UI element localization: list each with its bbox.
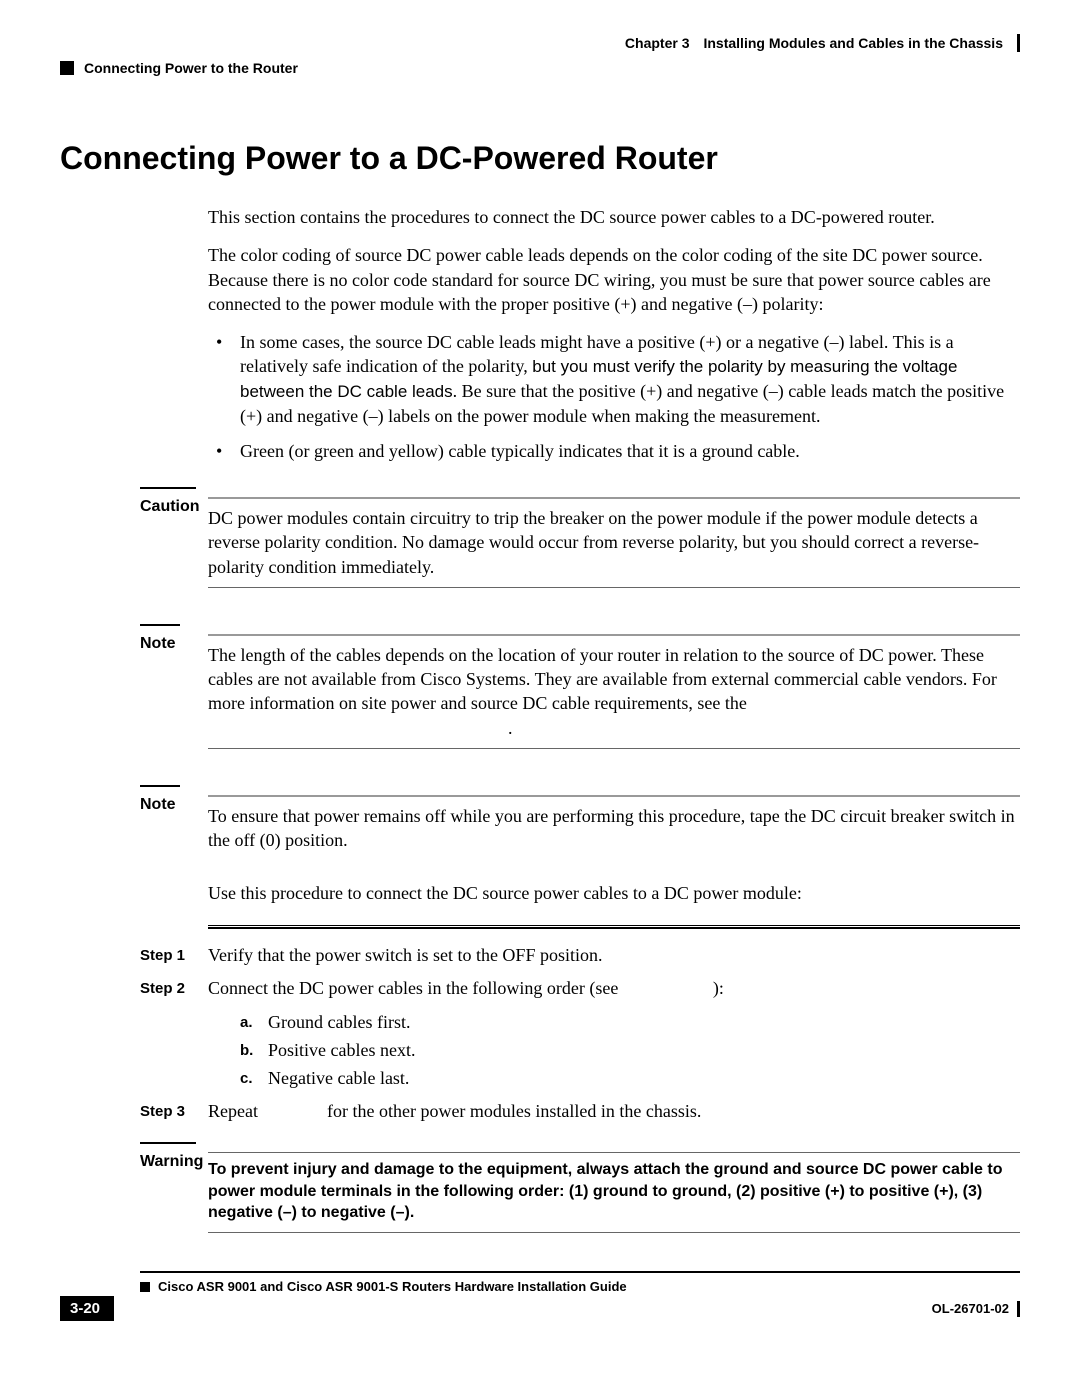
running-head-text: Connecting Power to the Router xyxy=(84,60,298,76)
warning-label: Warning xyxy=(140,1152,208,1171)
note1-label: Note xyxy=(140,634,208,653)
note2-text: To ensure that power remains off while y… xyxy=(208,804,1020,853)
footer-bar-icon xyxy=(1017,1301,1020,1317)
step-2-text: Connect the DC power cables in the follo… xyxy=(208,976,1020,1001)
document-id: OL-26701-02 xyxy=(932,1301,1020,1317)
intro-paragraph-2: The color coding of source DC power cabl… xyxy=(208,243,1020,316)
sub-item-b: b.Positive cables next. xyxy=(240,1037,1020,1065)
step-2-label: Step 2 xyxy=(140,976,208,999)
warning-text: To prevent injury and damage to the equi… xyxy=(208,1159,1020,1224)
steps-divider xyxy=(208,925,1020,929)
step-1: Step 1 Verify that the power switch is s… xyxy=(140,943,1020,968)
sub-list: a.Ground cables first. b.Positive cables… xyxy=(240,1009,1020,1093)
sub-item-a: a.Ground cables first. xyxy=(240,1009,1020,1037)
section-title: Connecting Power to a DC-Powered Router xyxy=(60,140,1020,177)
caution-text: DC power modules contain circuitry to tr… xyxy=(208,506,1020,579)
square-marker-icon xyxy=(60,61,74,75)
sub-item-c: c.Negative cable last. xyxy=(240,1065,1020,1093)
intro-paragraph-1: This section contains the procedures to … xyxy=(208,205,1020,229)
step-1-label: Step 1 xyxy=(140,943,208,966)
running-head: Connecting Power to the Router xyxy=(60,60,1020,76)
header-bar-icon xyxy=(1017,34,1020,52)
step-1-text: Verify that the power switch is set to t… xyxy=(208,943,1020,968)
footer-square-icon xyxy=(140,1282,150,1292)
note-callout-1: Note The length of the cables depends on… xyxy=(140,624,1020,749)
note1-text: The length of the cables depends on the … xyxy=(208,643,1020,740)
chapter-title: Installing Modules and Cables in the Cha… xyxy=(703,35,1003,51)
document-page: Chapter 3 Installing Modules and Cables … xyxy=(0,0,1080,1397)
bullet-item-1: In some cases, the source DC cable leads… xyxy=(208,330,1020,428)
step-3: Step 3 Repeat for the other power module… xyxy=(140,1099,1020,1124)
page-header: Chapter 3 Installing Modules and Cables … xyxy=(60,34,1020,52)
page-number: 3-20 xyxy=(60,1296,114,1321)
procedure-intro: Use this procedure to connect the DC sou… xyxy=(208,881,1020,905)
note-callout-2: Note To ensure that power remains off wh… xyxy=(140,785,1020,861)
note2-label: Note xyxy=(140,795,208,814)
step-3-text: Repeat for the other power modules insta… xyxy=(208,1099,1020,1124)
page-footer: Cisco ASR 9001 and Cisco ASR 9001-S Rout… xyxy=(60,1271,1020,1321)
book-title: Cisco ASR 9001 and Cisco ASR 9001-S Rout… xyxy=(158,1279,627,1294)
caution-label: Caution xyxy=(140,497,208,516)
bullet-item-2: Green (or green and yellow) cable typica… xyxy=(208,439,1020,463)
step-2: Step 2 Connect the DC power cables in th… xyxy=(140,976,1020,1001)
bullet-list: In some cases, the source DC cable leads… xyxy=(208,330,1020,463)
chapter-number: Chapter 3 xyxy=(625,35,690,51)
caution-callout: Caution DC power modules contain circuit… xyxy=(140,487,1020,588)
warning-callout: Warning To prevent injury and damage to … xyxy=(140,1142,1020,1233)
step-3-label: Step 3 xyxy=(140,1099,208,1122)
